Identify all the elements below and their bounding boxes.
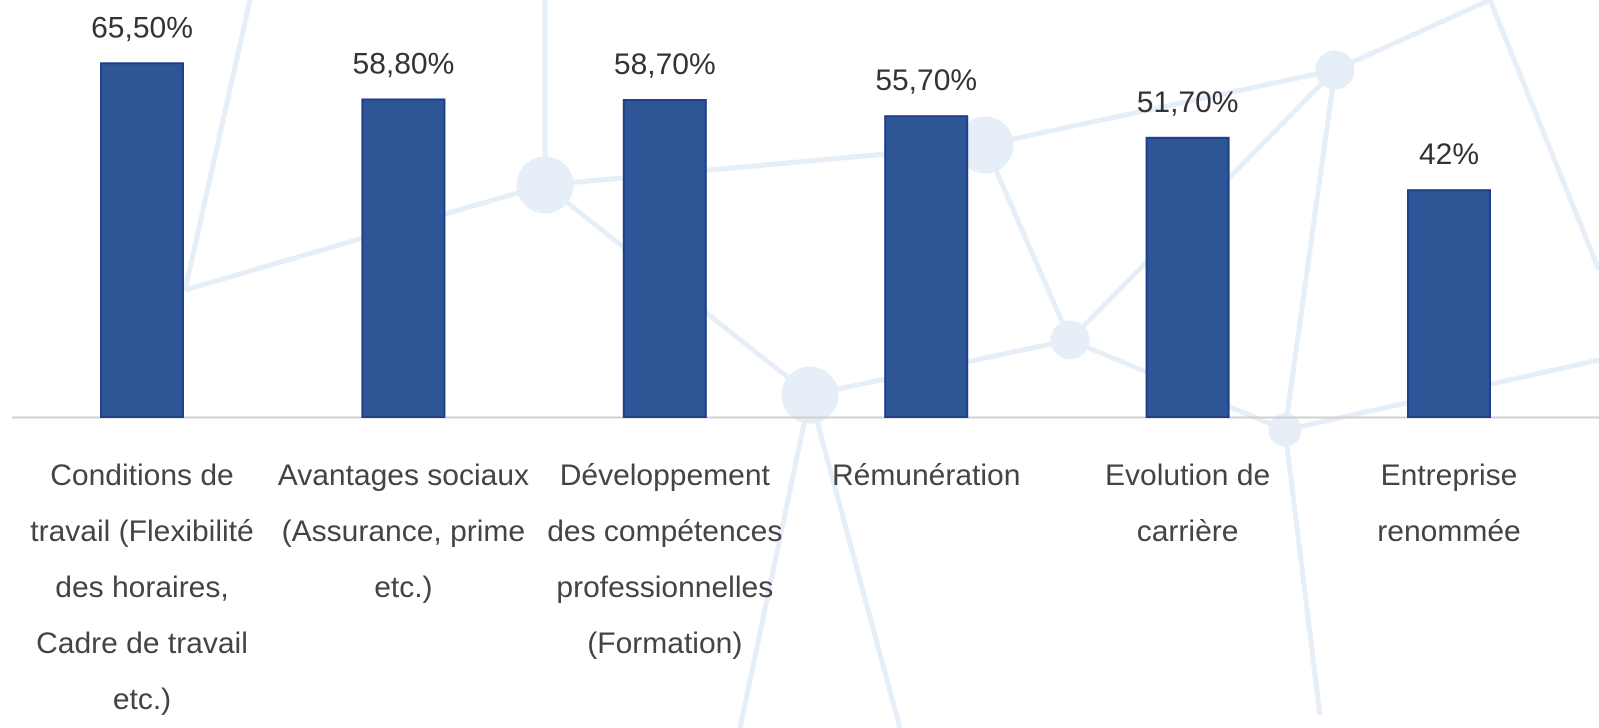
category-label: Conditions de travail (Flexibilité des h… [30, 459, 254, 716]
value-label: 51,70% [1137, 86, 1239, 119]
category-label: Rémunération [831, 459, 1021, 492]
background-network [182, 0, 1599, 728]
bar [1145, 136, 1230, 418]
bar [622, 99, 707, 419]
category-label: Evolution de carrière [1105, 459, 1271, 548]
bar [100, 62, 184, 419]
value-label: 58,70% [614, 48, 716, 81]
bar [1407, 189, 1491, 418]
value-label: 65,50% [91, 11, 193, 44]
category-label: Développement des compétences profession… [547, 459, 783, 660]
value-label: 55,70% [875, 64, 977, 97]
bar [361, 98, 446, 418]
bar [884, 115, 969, 418]
value-label: 58,80% [353, 47, 455, 80]
category-label: Avantages sociaux (Assurance, prime etc.… [277, 459, 530, 604]
value-label: 42% [1419, 138, 1479, 171]
category-label: Entreprise renommée [1377, 459, 1521, 548]
